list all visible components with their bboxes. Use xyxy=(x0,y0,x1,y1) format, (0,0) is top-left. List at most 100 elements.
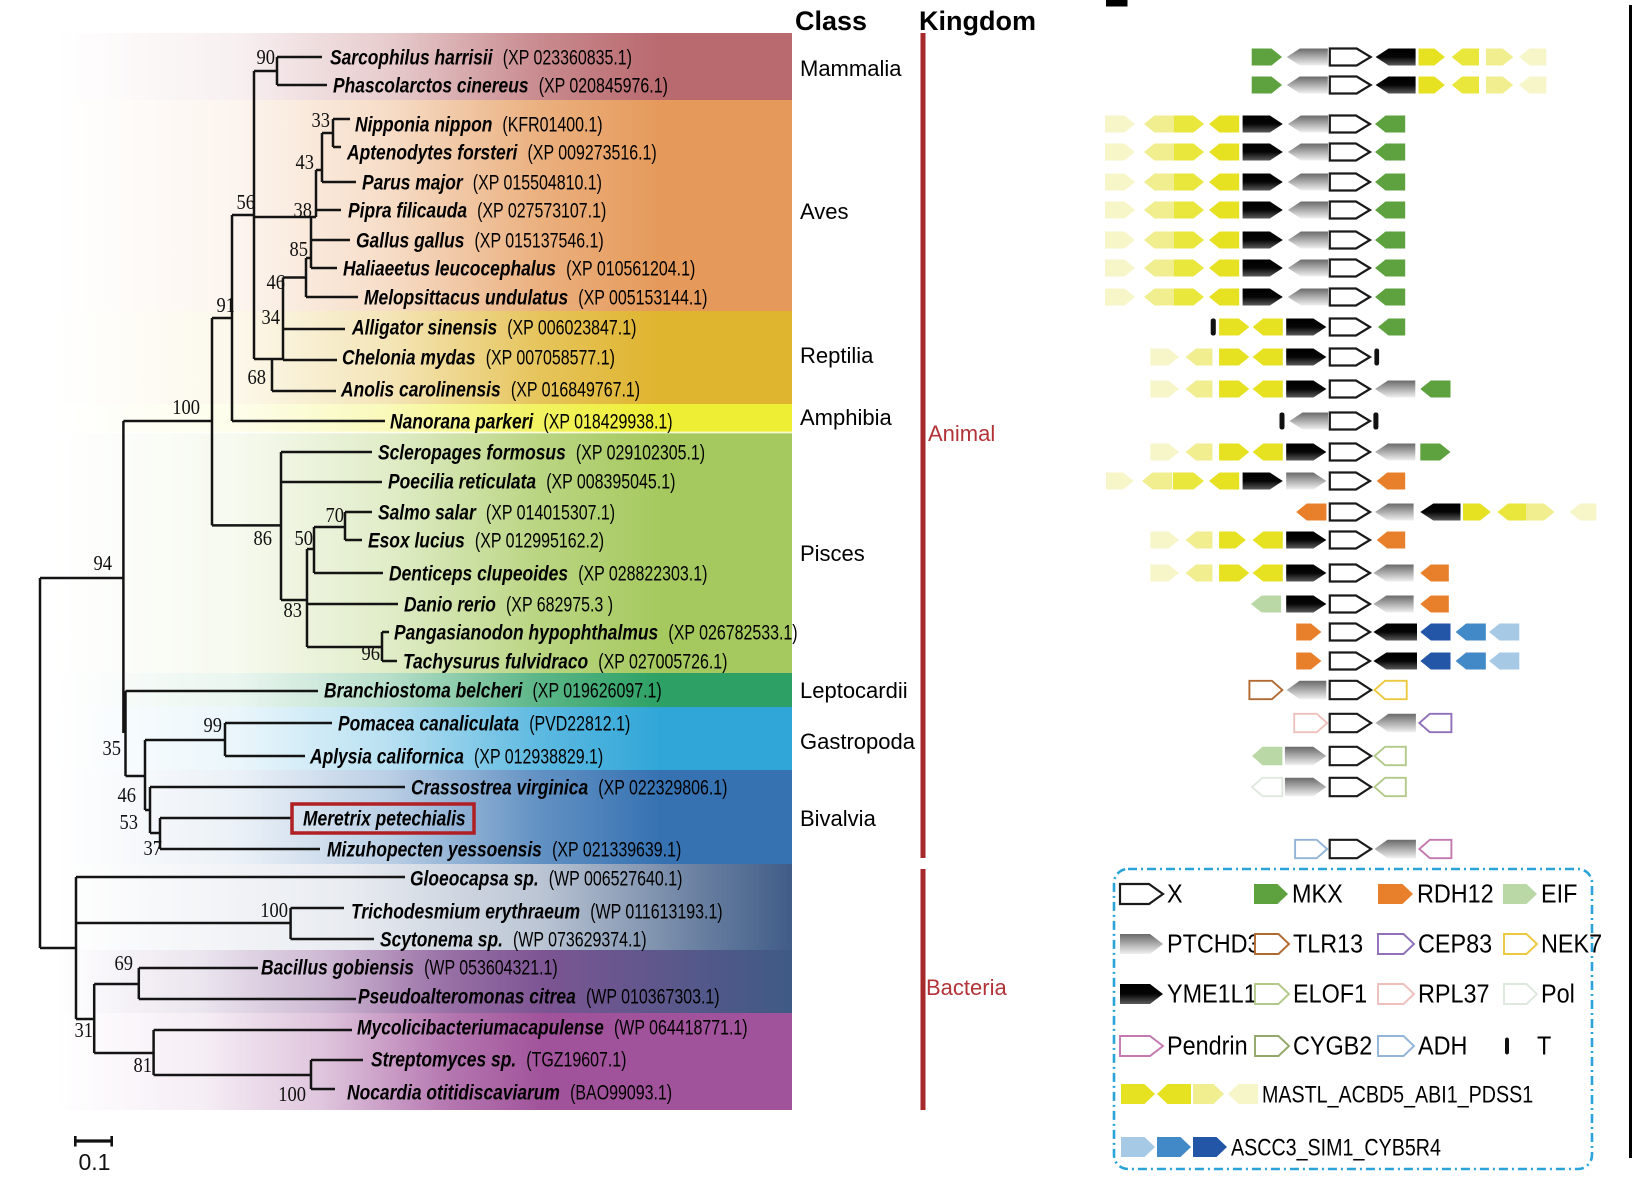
svg-text:(WP 006527640.1): (WP 006527640.1) xyxy=(549,866,683,890)
svg-text:NEK7: NEK7 xyxy=(1541,930,1602,958)
svg-text:Aptenodytes forsteri: Aptenodytes forsteri xyxy=(346,142,518,165)
svg-text:(XP 015137546.1): (XP 015137546.1) xyxy=(475,228,604,252)
svg-text:T: T xyxy=(1537,1032,1551,1060)
svg-text:100: 100 xyxy=(260,899,288,922)
svg-text:(XP 028822303.1): (XP 028822303.1) xyxy=(578,561,707,585)
svg-text:Leptocardii: Leptocardii xyxy=(800,678,908,703)
svg-text:(XP 006023847.1): (XP 006023847.1) xyxy=(507,315,636,339)
svg-text:Gallus gallus: Gallus gallus xyxy=(356,230,465,253)
svg-text:Pseudoalteromonas citrea: Pseudoalteromonas citrea xyxy=(358,986,576,1009)
svg-text:Bivalvia: Bivalvia xyxy=(800,806,877,831)
svg-text:46: 46 xyxy=(267,271,286,294)
svg-text:Mizuhopecten yessoensis: Mizuhopecten yessoensis xyxy=(327,839,542,862)
svg-text:Streptomyces sp.: Streptomyces sp. xyxy=(371,1049,516,1072)
svg-text:(BAO99093.1): (BAO99093.1) xyxy=(570,1080,672,1104)
svg-text:(XP 009273516.1): (XP 009273516.1) xyxy=(528,140,657,164)
svg-text:Nocardia otitidiscaviarum: Nocardia otitidiscaviarum xyxy=(347,1082,560,1105)
svg-text:(XP 027573107.1): (XP 027573107.1) xyxy=(477,198,606,222)
svg-text:86: 86 xyxy=(254,527,273,550)
svg-text:Branchiostoma belcheri: Branchiostoma belcheri xyxy=(324,680,523,703)
svg-text:Scytonema sp.: Scytonema sp. xyxy=(380,929,503,952)
svg-text:Scleropages formosus: Scleropages formosus xyxy=(378,442,566,465)
svg-text:Trichodesmium erythraeum: Trichodesmium erythraeum xyxy=(351,901,580,924)
svg-text:(XP 027005726.1): (XP 027005726.1) xyxy=(598,649,727,673)
svg-text:CYGB2: CYGB2 xyxy=(1293,1032,1372,1060)
svg-text:Bacteria: Bacteria xyxy=(926,975,1007,1000)
svg-text:Bacillus gobiensis: Bacillus gobiensis xyxy=(261,957,414,980)
svg-text:33: 33 xyxy=(312,109,331,132)
svg-text:Pisces: Pisces xyxy=(800,541,865,566)
svg-text:91: 91 xyxy=(217,294,235,317)
svg-text:(WP 053604321.1): (WP 053604321.1) xyxy=(424,955,558,979)
svg-text:(WP 011613193.1): (WP 011613193.1) xyxy=(590,899,722,923)
svg-text:37: 37 xyxy=(144,837,163,860)
svg-text:83: 83 xyxy=(284,599,303,622)
svg-text:Haliaeetus leucocephalus: Haliaeetus leucocephalus xyxy=(343,258,556,281)
svg-text:50: 50 xyxy=(295,527,314,550)
svg-text:MASTL_ACBD5_ABI1_PDSS1: MASTL_ACBD5_ABI1_PDSS1 xyxy=(1262,1081,1533,1108)
svg-text:(WP 064418771.1): (WP 064418771.1) xyxy=(614,1015,748,1039)
svg-text:Sarcophilus harrisii: Sarcophilus harrisii xyxy=(330,47,493,70)
svg-text:(XP 015504810.1): (XP 015504810.1) xyxy=(473,170,602,194)
svg-text:0.1: 0.1 xyxy=(79,1149,111,1175)
svg-text:(KFR01400.1): (KFR01400.1) xyxy=(502,112,602,136)
svg-text:(XP 020845976.1): (XP 020845976.1) xyxy=(539,73,668,97)
svg-text:(XP 026782533.1): (XP 026782533.1) xyxy=(668,620,797,644)
svg-text:Crassostrea virginica: Crassostrea virginica xyxy=(411,777,588,800)
svg-text:43: 43 xyxy=(296,151,315,174)
svg-text:100: 100 xyxy=(172,396,200,419)
svg-text:Aplysia californica: Aplysia californica xyxy=(309,746,464,769)
svg-text:Nanorana parkeri: Nanorana parkeri xyxy=(390,411,534,434)
svg-text:94: 94 xyxy=(94,552,113,575)
svg-text:ELOF1: ELOF1 xyxy=(1293,980,1367,1008)
svg-text:TLR13: TLR13 xyxy=(1293,930,1363,958)
svg-text:CEP83: CEP83 xyxy=(1418,930,1492,958)
svg-text:100: 100 xyxy=(278,1083,306,1106)
svg-text:69: 69 xyxy=(115,952,134,975)
svg-text:Poecilia reticulata: Poecilia reticulata xyxy=(388,471,536,494)
svg-text:Reptilia: Reptilia xyxy=(800,343,874,368)
svg-text:Anolis carolinensis: Anolis carolinensis xyxy=(340,379,501,402)
svg-text:Danio rerio: Danio rerio xyxy=(404,594,496,617)
svg-text:Meretrix petechialis: Meretrix petechialis xyxy=(303,808,466,831)
svg-text:Melopsittacus undulatus: Melopsittacus undulatus xyxy=(364,287,568,310)
svg-text:(XP 005153144.1): (XP 005153144.1) xyxy=(578,285,707,309)
svg-text:35: 35 xyxy=(103,737,122,760)
svg-text:(XP 019626097.1): (XP 019626097.1) xyxy=(533,678,662,702)
svg-text:(TGZ19607.1): (TGZ19607.1) xyxy=(526,1047,626,1071)
svg-text:Animal: Animal xyxy=(928,421,995,446)
svg-text:31: 31 xyxy=(75,1019,93,1042)
svg-text:X: X xyxy=(1167,880,1183,908)
svg-text:RDH12: RDH12 xyxy=(1417,880,1494,908)
svg-text:(XP 008395045.1): (XP 008395045.1) xyxy=(546,469,675,493)
svg-text:99: 99 xyxy=(204,714,223,737)
svg-text:Esox lucius: Esox lucius xyxy=(368,530,465,553)
svg-text:70: 70 xyxy=(326,504,345,527)
svg-text:56: 56 xyxy=(237,191,256,214)
svg-text:Chelonia mydas: Chelonia mydas xyxy=(342,347,476,370)
svg-text:Kingdom: Kingdom xyxy=(919,6,1036,36)
svg-text:85: 85 xyxy=(290,238,309,261)
svg-text:46: 46 xyxy=(118,784,137,807)
svg-text:Pomacea canaliculata: Pomacea canaliculata xyxy=(338,713,519,736)
svg-text:Pipra filicauda: Pipra filicauda xyxy=(348,200,467,223)
svg-text:(XP 018429938.1): (XP 018429938.1) xyxy=(543,409,672,433)
svg-text:(XP 021339639.1): (XP 021339639.1) xyxy=(552,837,681,861)
svg-text:ADH: ADH xyxy=(1418,1032,1467,1060)
svg-text:81: 81 xyxy=(134,1054,152,1077)
svg-text:34: 34 xyxy=(262,306,281,329)
svg-text:RPL37: RPL37 xyxy=(1418,980,1490,1008)
svg-text:EIF: EIF xyxy=(1541,880,1577,908)
svg-text:Mycolicibacteriumacapulense: Mycolicibacteriumacapulense xyxy=(357,1017,604,1040)
svg-text:Gastropoda: Gastropoda xyxy=(800,729,916,754)
svg-text:Mammalia: Mammalia xyxy=(800,56,902,81)
svg-text:(WP 073629374.1): (WP 073629374.1) xyxy=(513,927,647,951)
svg-text:90: 90 xyxy=(257,46,276,69)
svg-text:(WP 010367303.1): (WP 010367303.1) xyxy=(586,984,720,1008)
svg-text:Nipponia nippon: Nipponia nippon xyxy=(355,114,492,137)
svg-text:38: 38 xyxy=(294,199,313,222)
svg-text:Alligator sinensis: Alligator sinensis xyxy=(351,317,497,340)
svg-text:Gloeocapsa sp.: Gloeocapsa sp. xyxy=(410,868,539,891)
svg-text:53: 53 xyxy=(120,811,139,834)
svg-text:PTCHD3: PTCHD3 xyxy=(1167,930,1261,958)
